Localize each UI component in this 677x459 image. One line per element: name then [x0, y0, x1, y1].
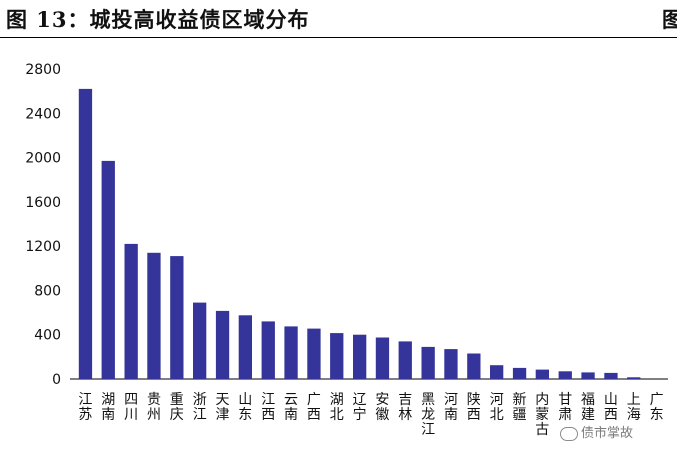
x-category-label: 河北 — [490, 392, 504, 423]
x-category-label: 安徽 — [375, 392, 389, 423]
bar-13 — [353, 334, 367, 379]
y-axis: 0 400 800 1200 1600 2000 2400 2800 — [25, 62, 668, 388]
bar-7 — [215, 310, 230, 379]
x-category-label: 新疆 — [513, 392, 527, 423]
wechat-icon — [560, 426, 578, 441]
bar-1 — [78, 88, 93, 380]
bar-22 — [558, 371, 572, 380]
y-tick-label: 1600 — [25, 195, 61, 211]
x-category-label: 甘肃 — [558, 392, 572, 423]
bar-14 — [375, 337, 390, 379]
bar-17 — [444, 349, 458, 379]
bar-10 — [284, 326, 298, 379]
watermark: 债市掌故 — [560, 422, 633, 441]
figure-title-cutoff: 图 — [662, 7, 677, 32]
x-category-label: 山东 — [238, 392, 252, 423]
bar-19 — [490, 365, 504, 379]
x-category-label: 湖北 — [330, 392, 344, 423]
bar-12 — [330, 333, 344, 379]
y-tick-label: 2400 — [25, 106, 61, 122]
x-category-label: 湖南 — [101, 392, 115, 423]
y-tick-label: 1200 — [25, 239, 61, 255]
x-category-label: 吉林 — [398, 392, 412, 423]
bar-21 — [535, 369, 549, 379]
figure-title-bar: 图 13：城投高收益债区域分布 图 — [0, 0, 677, 36]
x-category-label: 浙江 — [193, 392, 207, 423]
x-category-label: 贵州 — [147, 392, 161, 423]
watermark-text: 债市掌故 — [581, 426, 634, 441]
figure-title: 图 13：城投高收益债区域分布 — [6, 7, 310, 32]
x-category-label: 广东 — [650, 392, 664, 423]
x-category-label: 重庆 — [170, 392, 184, 423]
x-category-label: 辽宁 — [353, 392, 367, 423]
x-category-label: 天津 — [216, 392, 230, 423]
bar-25 — [627, 377, 641, 379]
x-category-label: 江苏 — [78, 392, 92, 423]
bar-3 — [124, 243, 138, 379]
bar-8 — [238, 315, 252, 379]
y-tick-label: 400 — [34, 328, 61, 344]
x-category-label: 云南 — [284, 392, 298, 423]
bar-4 — [147, 252, 161, 379]
x-category-label: 内蒙古 — [535, 392, 549, 438]
bar-15 — [398, 341, 412, 379]
bar-16 — [421, 346, 435, 379]
x-category-label: 上海 — [627, 392, 641, 423]
x-category-label: 江西 — [261, 392, 275, 423]
bar-18 — [467, 353, 481, 379]
x-category-label: 福建 — [581, 392, 595, 423]
bar-23 — [581, 372, 595, 379]
bar-11 — [307, 328, 321, 379]
x-axis-labels: 江苏湖南四川贵州重庆浙江天津山东江西云南广西湖北辽宁安徽吉林黑龙江河南陕西河北新… — [78, 392, 663, 438]
y-tick-label: 2800 — [25, 62, 61, 78]
x-category-label: 四川 — [124, 392, 138, 423]
y-tick-label: 800 — [34, 283, 61, 299]
bar-24 — [604, 372, 618, 379]
bar-2 — [101, 160, 115, 379]
x-category-label: 山西 — [604, 392, 618, 423]
x-category-label: 黑龙江 — [421, 392, 435, 438]
x-category-label: 河南 — [444, 392, 458, 423]
bar-6 — [193, 302, 207, 379]
bar-9 — [261, 321, 275, 379]
title-divider — [0, 37, 677, 38]
x-category-label: 陕西 — [467, 392, 481, 423]
bars — [78, 88, 641, 380]
bar-5 — [170, 256, 184, 379]
y-tick-label: 2000 — [25, 151, 61, 167]
x-category-label: 广西 — [307, 392, 321, 423]
bar-20 — [512, 367, 527, 379]
y-tick-label: 0 — [52, 372, 61, 388]
